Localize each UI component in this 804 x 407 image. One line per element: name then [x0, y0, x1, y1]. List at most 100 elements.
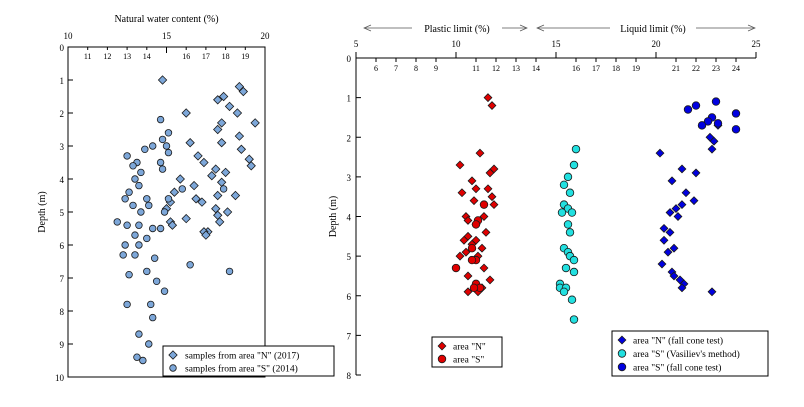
y-tick-label: 7 [347, 331, 352, 341]
legend-box [162, 345, 335, 377]
data-point [489, 200, 499, 210]
data-point [479, 212, 489, 221]
data-point [681, 188, 691, 198]
legend-label: samples from area "S" (2014) [185, 364, 298, 375]
data-point [479, 263, 489, 273]
data-point [213, 124, 223, 135]
x-minor-tick-label: 19 [241, 52, 249, 61]
data-point [707, 144, 717, 154]
data-point [481, 227, 491, 237]
x-minor-tick-label: 6 [374, 64, 378, 73]
y-tick-label: 8 [60, 307, 65, 317]
data-point [193, 151, 203, 161]
data-point [683, 105, 693, 114]
data-point [487, 192, 497, 202]
y-tick-label: 2 [347, 133, 352, 143]
data-point [149, 313, 157, 322]
series-area-s-plastic-limit [451, 200, 489, 293]
data-point [147, 300, 155, 309]
data-point [158, 165, 167, 173]
x-minor-tick-label: 13 [512, 64, 520, 73]
data-point [123, 152, 131, 160]
data-point [561, 263, 571, 273]
data-point [207, 171, 217, 181]
data-point [455, 160, 465, 170]
data-point [160, 287, 169, 295]
y-tick-label: 6 [60, 241, 65, 251]
x-minor-tick-label: 22 [692, 64, 700, 73]
data-point [123, 300, 131, 309]
data-point [467, 243, 477, 253]
y-axis-title: Depth (m) [328, 196, 339, 237]
x-tick-label: 25 [752, 39, 762, 49]
legend-marker [169, 364, 177, 372]
legend-label: area "N" (fall cone test) [633, 336, 723, 347]
legend-marker [168, 350, 178, 360]
data-point [222, 207, 233, 217]
liquid-limit-arrow-head-left [536, 24, 545, 32]
legend-label: area "S" (fall cone test) [633, 363, 721, 374]
x-minor-tick-label: 9 [434, 64, 438, 73]
x-minor-tick-label: 23 [712, 64, 720, 73]
series-area-n-fall-cone-test-liquid-limit [655, 120, 723, 297]
y-tick-label: 4 [347, 213, 352, 223]
data-point [663, 247, 673, 257]
data-point [711, 97, 721, 106]
legend-marker [617, 349, 627, 358]
x-tick-label: 10 [452, 39, 462, 49]
legend-marker [617, 335, 627, 345]
x-minor-tick-label: 13 [123, 52, 131, 61]
data-point [677, 164, 687, 174]
data-point [250, 118, 260, 128]
y-tick-label: 8 [347, 371, 352, 381]
x-minor-tick-label: 24 [732, 64, 740, 73]
legend-label: area "N" [453, 343, 486, 353]
x-minor-tick-label: 17 [592, 64, 600, 73]
data-point [659, 223, 669, 233]
plastic-limit-arrow-head-right [519, 24, 528, 32]
data-point [162, 142, 171, 150]
data-point [487, 101, 497, 110]
data-point [671, 204, 681, 214]
data-point [234, 131, 245, 141]
data-point [559, 180, 569, 189]
data-point [149, 224, 157, 233]
x-tick-label: 15 [162, 31, 172, 41]
data-point [143, 267, 151, 276]
data-point [669, 243, 679, 253]
data-point [133, 353, 141, 361]
data-point [164, 129, 173, 137]
data-point [213, 95, 223, 105]
data-point [216, 138, 227, 148]
data-point [230, 190, 241, 201]
data-point [137, 208, 145, 216]
data-point [135, 241, 143, 249]
data-point [567, 208, 577, 217]
data-point [731, 125, 741, 134]
data-point [129, 162, 137, 170]
data-point [463, 287, 473, 297]
y-tick-label: 1 [60, 76, 65, 86]
data-point [201, 230, 211, 240]
data-point [216, 177, 227, 187]
data-point [665, 227, 675, 237]
data-point [707, 287, 717, 297]
x-minor-tick-label: 8 [414, 64, 418, 73]
y-tick-label: 0 [60, 43, 65, 53]
data-point [156, 158, 165, 167]
data-point [157, 75, 168, 85]
data-point [569, 255, 579, 265]
data-point [569, 267, 579, 277]
data-point [125, 271, 133, 279]
data-point [463, 271, 473, 281]
x-minor-tick-label: 14 [532, 64, 540, 73]
data-point [485, 168, 495, 178]
legend-marker [437, 341, 447, 351]
data-point [657, 259, 667, 269]
data-point [150, 254, 159, 262]
x-tick-label: 20 [261, 31, 271, 41]
data-point [121, 241, 129, 249]
data-point [216, 118, 227, 128]
x-axis-title-plastic: Plastic limit (%) [424, 24, 490, 35]
